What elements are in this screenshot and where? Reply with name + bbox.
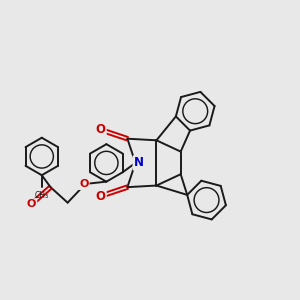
Text: CH₃: CH₃ — [35, 191, 49, 200]
Text: O: O — [96, 190, 106, 203]
Text: O: O — [27, 199, 36, 209]
Text: N: N — [134, 156, 144, 170]
Text: O: O — [79, 179, 88, 189]
Text: O: O — [96, 122, 106, 136]
